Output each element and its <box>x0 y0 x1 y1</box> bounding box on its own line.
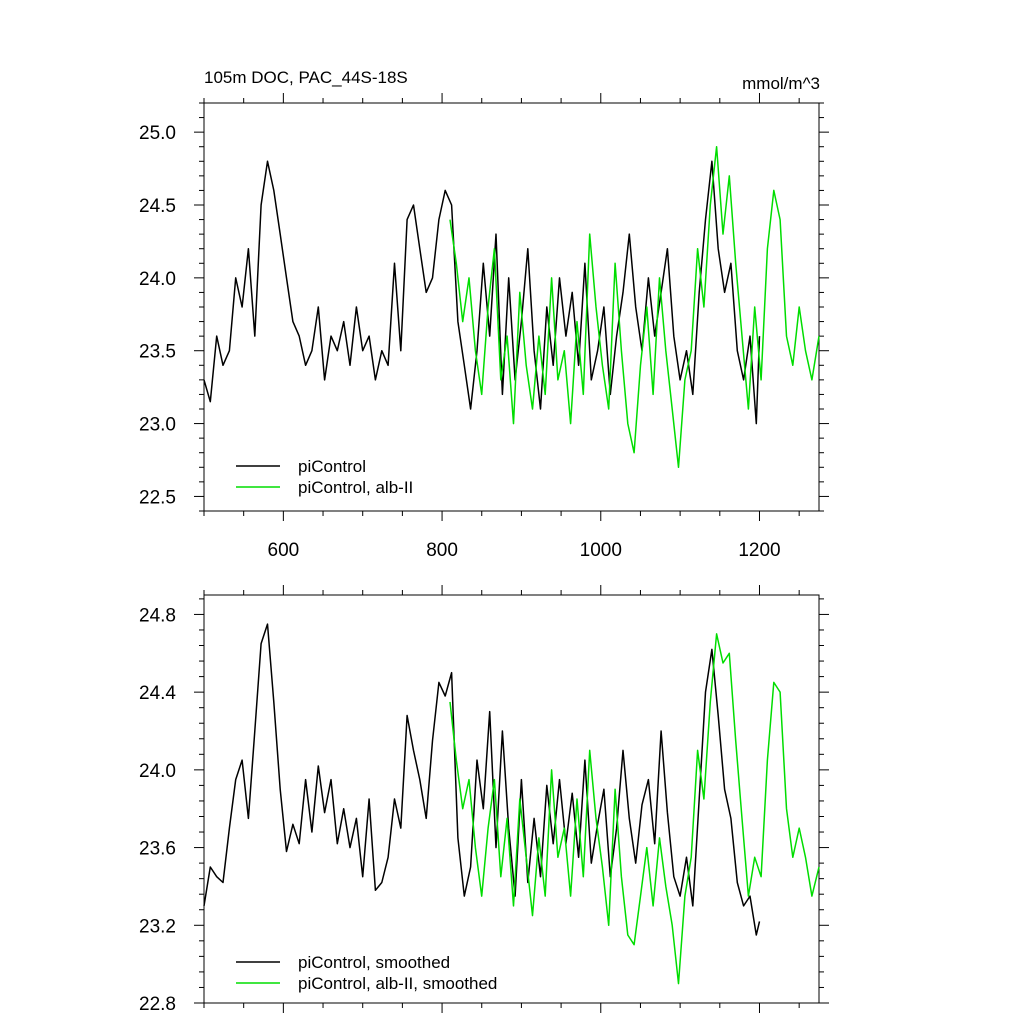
plot-frame <box>203 102 820 512</box>
legend: piControl, smoothed piControl, alb-II, sm… <box>236 953 497 993</box>
y-tick-label: 24.5 <box>139 196 176 217</box>
tick-marks <box>194 585 829 1013</box>
plot-frame <box>203 594 820 1004</box>
chart-panel-raw: 105m DOC, PAC_44S-18S mmol/m^3 22.523.02… <box>139 68 829 561</box>
tick-marks <box>194 93 829 521</box>
y-tick-label: 22.5 <box>139 487 176 508</box>
tick-labels: 22.5 23.0 23.5 24.0 24.5 25.0 600 800 1000 1200 <box>139 123 781 561</box>
series-line-0 <box>203 160 761 425</box>
legend-label: piControl, alb-II <box>298 478 413 497</box>
y-tick-label: 25.0 <box>139 123 176 144</box>
x-tick-label: 600 <box>268 540 300 561</box>
series-lines <box>203 145 820 469</box>
series-line-1 <box>449 145 820 469</box>
series-lines <box>203 623 820 985</box>
y-tick-label: 23.2 <box>139 916 176 937</box>
y-tick-label: 24.4 <box>139 683 176 704</box>
series-line-0 <box>203 623 761 936</box>
x-tick-label: 1000 <box>580 540 622 561</box>
chart-panel-smoothed: 22.8 23.2 23.6 24.0 24.4 24.8 piControl, smoo… <box>139 585 829 1015</box>
y-tick-label: 22.8 <box>139 994 176 1015</box>
units-label: mmol/m^3 <box>742 74 820 93</box>
tick-labels: 22.8 23.2 23.6 24.0 24.4 24.8 <box>139 605 176 1015</box>
chart-title: 105m DOC, PAC_44S-18S <box>204 68 408 87</box>
y-tick-label: 23.6 <box>139 839 176 860</box>
legend-label: piControl <box>298 457 366 476</box>
legend-label: piControl, alb-II, smoothed <box>298 974 497 993</box>
x-tick-label: 1200 <box>738 540 780 561</box>
y-tick-label: 23.0 <box>139 415 176 436</box>
legend: piControl piControl, alb-II <box>236 457 413 497</box>
legend-label: piControl, smoothed <box>298 953 450 972</box>
y-tick-label: 24.0 <box>139 269 176 290</box>
y-tick-label: 23.5 <box>139 342 176 363</box>
x-tick-label: 800 <box>426 540 458 561</box>
y-tick-label: 24.8 <box>139 605 176 626</box>
y-tick-label: 24.0 <box>139 761 176 782</box>
series-line-1 <box>449 633 820 985</box>
